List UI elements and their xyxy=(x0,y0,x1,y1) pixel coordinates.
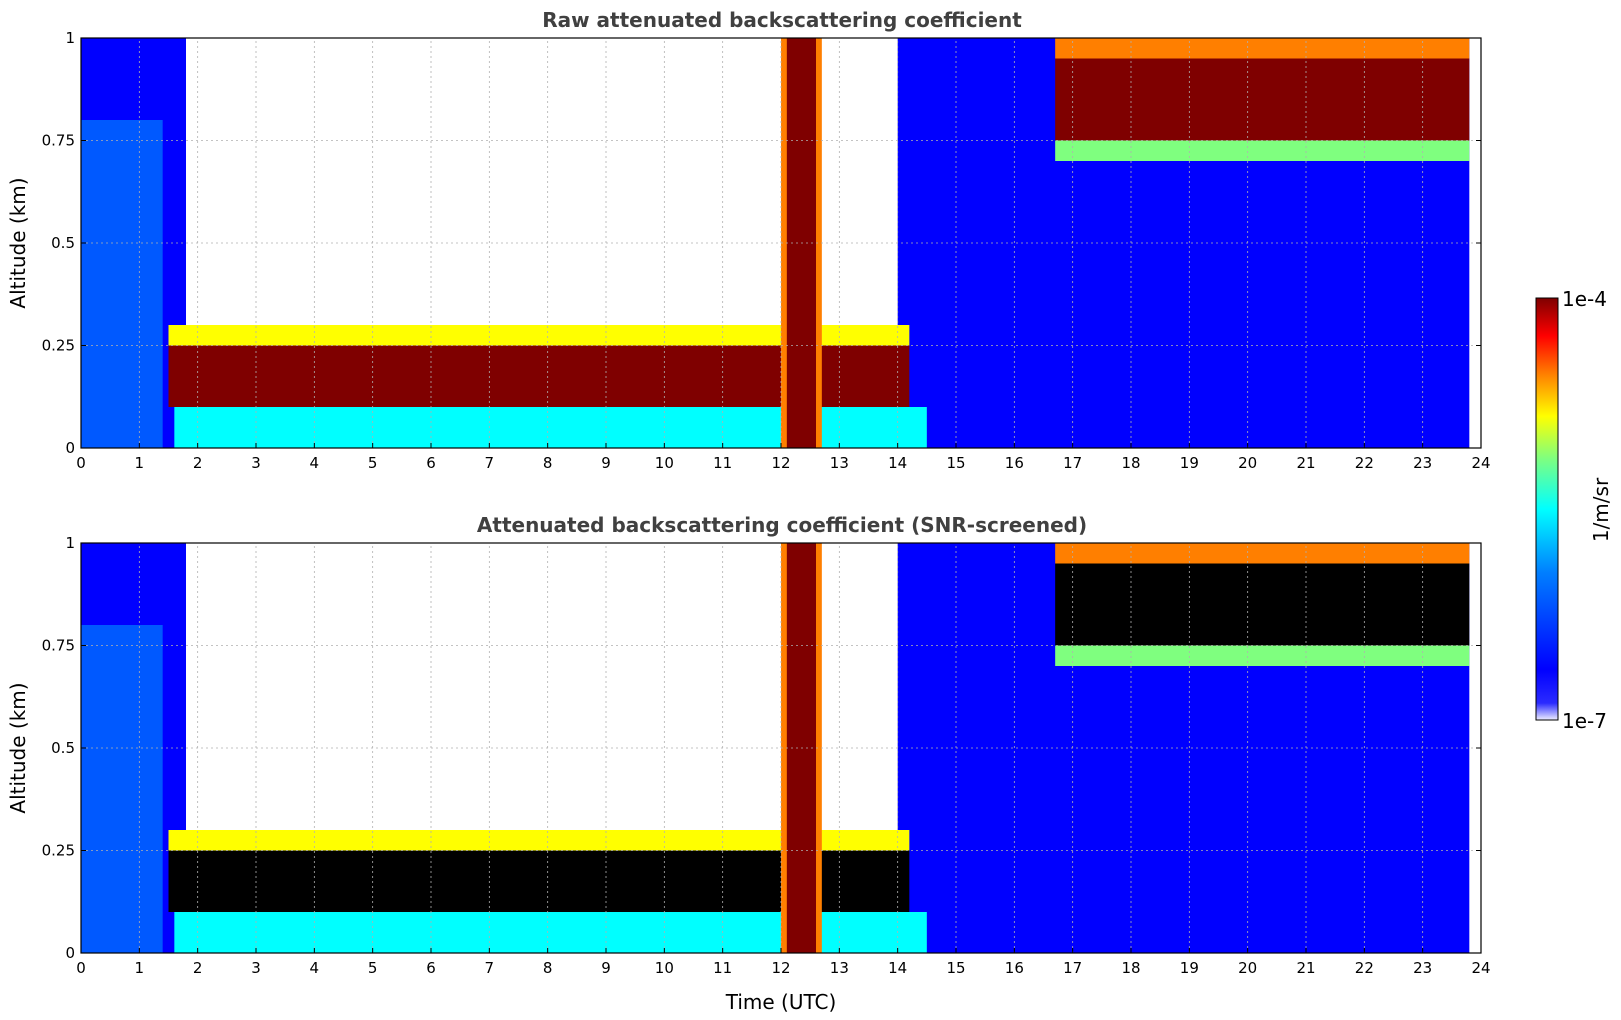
colorbar: 1e-4 1e-7 1/m/sr xyxy=(1535,287,1613,733)
x-tick-label: 22 xyxy=(1355,959,1374,977)
aerosol-layer-edge xyxy=(168,325,910,346)
x-axis: 0 1 2 3 4 5 6 7 8 9 10 11 12 13 14 15 16… xyxy=(76,454,1490,472)
morning-haze xyxy=(81,625,163,953)
y-tick-label: 0.75 xyxy=(42,132,75,150)
x-tick-label: 15 xyxy=(946,454,965,472)
plot-frame xyxy=(80,542,1482,954)
x-tick-label: 18 xyxy=(1121,454,1140,472)
x-tick-label: 6 xyxy=(426,454,436,472)
x-tick-label: 17 xyxy=(1063,454,1082,472)
x-tick-label: 19 xyxy=(1180,959,1199,977)
x-tick-label: 19 xyxy=(1180,454,1199,472)
y-tick-label: 1 xyxy=(65,534,75,552)
x-tick-label: 13 xyxy=(830,454,849,472)
x-tick-label: 16 xyxy=(1005,454,1024,472)
upper-cloud-top xyxy=(1055,38,1470,59)
x-tick-label: 15 xyxy=(946,959,965,977)
x-tick-label: 12 xyxy=(771,454,790,472)
heatmap-area xyxy=(80,542,1482,954)
screened-backscatter-panel: Attenuated backscattering coefficient (S… xyxy=(6,513,1491,1014)
x-axis: 0 1 2 3 4 5 6 7 8 9 10 11 12 13 14 15 16… xyxy=(76,959,1490,977)
morning-haze xyxy=(81,120,163,448)
chart-title: Raw attenuated backscattering coefficien… xyxy=(542,8,1022,32)
x-tick-label: 17 xyxy=(1063,959,1082,977)
x-tick-label: 13 xyxy=(830,959,849,977)
x-tick-label: 24 xyxy=(1471,959,1490,977)
x-tick-label: 5 xyxy=(368,959,378,977)
x-tick-label: 20 xyxy=(1238,454,1257,472)
no-signal-region xyxy=(186,38,898,325)
x-tick-label: 10 xyxy=(655,454,674,472)
y-tick-label: 0.5 xyxy=(51,234,75,252)
x-tick-label: 9 xyxy=(601,454,611,472)
x-tick-label: 7 xyxy=(485,959,495,977)
x-tick-label: 3 xyxy=(251,959,261,977)
x-tick-label: 9 xyxy=(601,959,611,977)
x-tick-label: 0 xyxy=(76,454,86,472)
upper-cloud-core xyxy=(1055,563,1470,646)
x-tick-label: 0 xyxy=(76,959,86,977)
x-tick-label: 11 xyxy=(713,454,732,472)
x-tick-label: 24 xyxy=(1471,454,1490,472)
x-tick-label: 2 xyxy=(193,454,203,472)
colorbar-gradient xyxy=(1535,297,1559,721)
heatmap-area xyxy=(80,37,1482,449)
aerosol-layer-edge xyxy=(168,830,910,851)
x-tick-label: 23 xyxy=(1413,454,1432,472)
upper-cloud-edge xyxy=(1055,645,1470,666)
upper-cloud-core xyxy=(1055,58,1470,141)
x-tick-label: 18 xyxy=(1121,959,1140,977)
upper-cloud-top xyxy=(1055,543,1470,564)
chart-title: Attenuated backscattering coefficient (S… xyxy=(477,513,1087,537)
x-tick-label: 4 xyxy=(310,454,320,472)
x-tick-label: 14 xyxy=(888,454,907,472)
gridlines xyxy=(80,542,1482,954)
x-tick-label: 8 xyxy=(543,959,553,977)
x-tick-label: 23 xyxy=(1413,959,1432,977)
x-tick-label: 10 xyxy=(655,959,674,977)
x-tick-label: 11 xyxy=(713,959,732,977)
x-tick-label: 22 xyxy=(1355,454,1374,472)
y-tick-label: 0 xyxy=(65,944,75,962)
plot-frame xyxy=(80,37,1482,449)
y-axis: 0 0.25 0.5 0.75 1 xyxy=(42,534,75,962)
x-tick-label: 16 xyxy=(1005,959,1024,977)
x-tick-label: 1 xyxy=(135,454,145,472)
x-axis-label: Time (UTC) xyxy=(725,990,837,1014)
y-tick-label: 0.75 xyxy=(42,637,75,655)
y-tick-label: 0.25 xyxy=(42,842,75,860)
no-signal-region xyxy=(186,543,898,830)
x-tick-label: 2 xyxy=(193,959,203,977)
y-tick-label: 0 xyxy=(65,439,75,457)
y-tick-label: 1 xyxy=(65,29,75,47)
gridlines xyxy=(80,37,1482,449)
x-tick-label: 20 xyxy=(1238,959,1257,977)
x-tick-label: 21 xyxy=(1296,454,1315,472)
y-axis-label: Altitude (km) xyxy=(6,682,30,813)
x-tick-label: 6 xyxy=(426,959,436,977)
y-axis-label: Altitude (km) xyxy=(6,177,30,308)
x-tick-label: 21 xyxy=(1296,959,1315,977)
y-axis: 0 0.25 0.5 0.75 1 xyxy=(42,29,75,457)
x-tick-label: 12 xyxy=(771,959,790,977)
x-tick-label: 14 xyxy=(888,959,907,977)
x-tick-label: 4 xyxy=(310,959,320,977)
x-tick-label: 8 xyxy=(543,454,553,472)
x-tick-label: 7 xyxy=(485,454,495,472)
x-tick-label: 5 xyxy=(368,454,378,472)
y-tick-label: 0.25 xyxy=(42,337,75,355)
colorbar-unit-label: 1/m/sr xyxy=(1589,477,1613,542)
colorbar-max-label: 1e-4 xyxy=(1562,287,1607,311)
x-tick-label: 3 xyxy=(251,454,261,472)
x-tick-label: 1 xyxy=(135,959,145,977)
colorbar-min-label: 1e-7 xyxy=(1562,709,1607,733)
y-tick-label: 0.5 xyxy=(51,739,75,757)
upper-cloud-edge xyxy=(1055,140,1470,161)
raw-backscatter-panel: Raw attenuated backscattering coefficien… xyxy=(6,8,1491,472)
